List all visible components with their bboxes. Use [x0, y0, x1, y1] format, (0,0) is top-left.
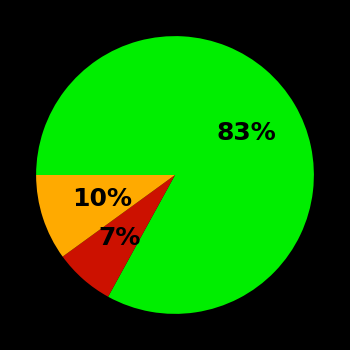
Text: 10%: 10%: [72, 187, 132, 211]
Wedge shape: [36, 175, 175, 257]
Wedge shape: [63, 175, 175, 297]
Text: 83%: 83%: [217, 121, 276, 145]
Text: 7%: 7%: [99, 225, 141, 250]
Wedge shape: [36, 36, 314, 314]
